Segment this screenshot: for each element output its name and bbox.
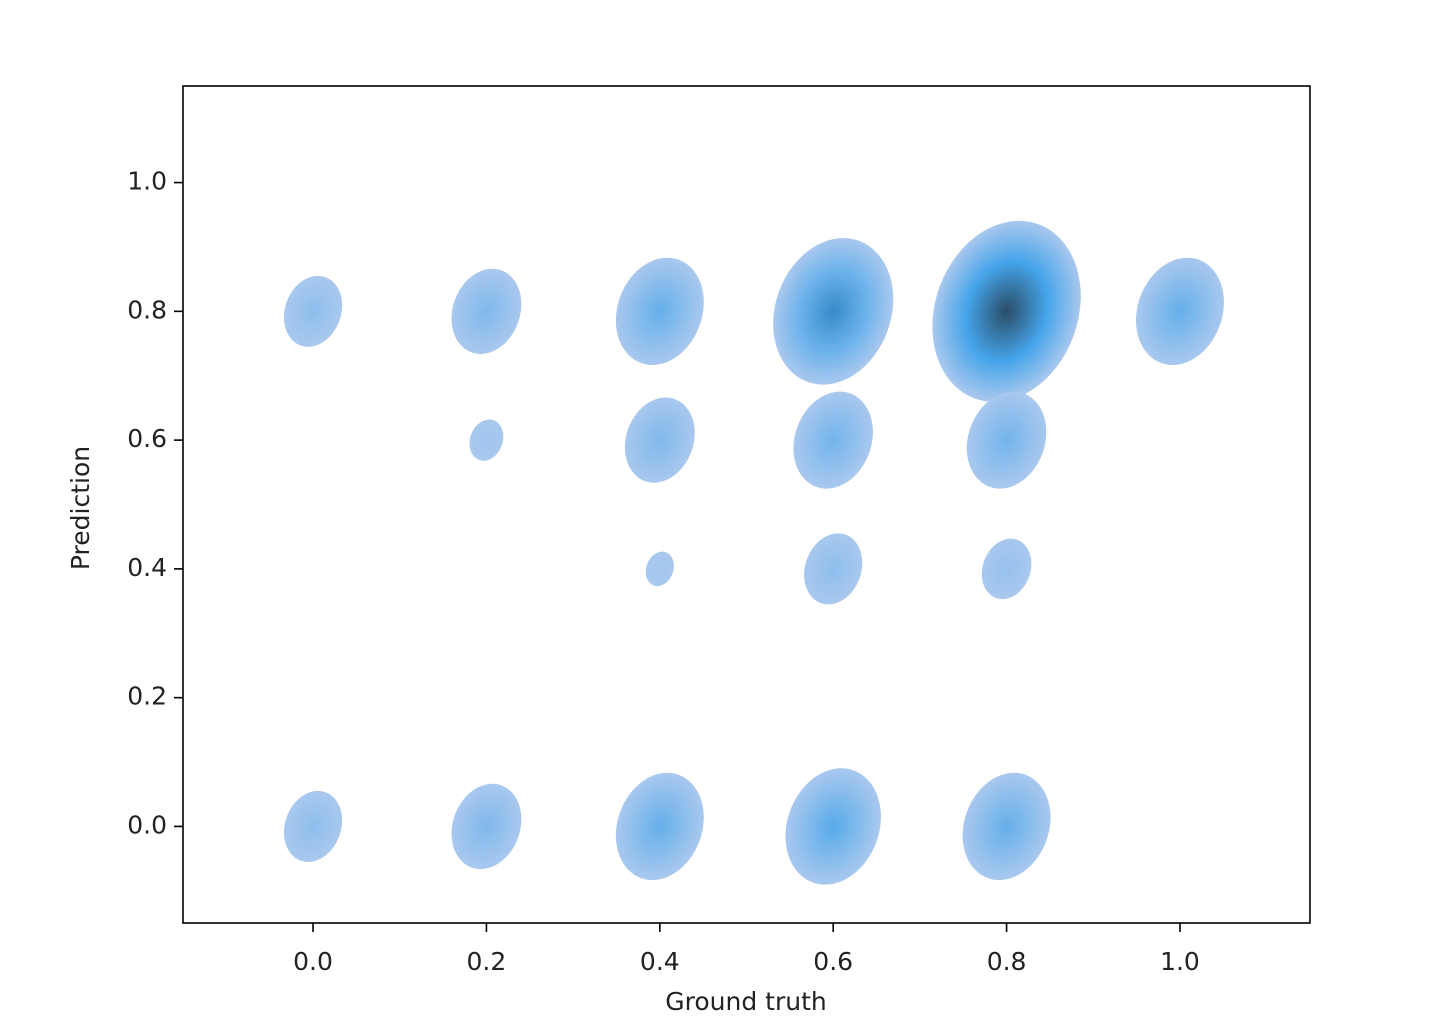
density-blob bbox=[615, 772, 704, 881]
density-blob bbox=[932, 220, 1081, 402]
density-blob bbox=[962, 772, 1051, 881]
y-tick-label: 0.4 bbox=[127, 553, 167, 582]
y-tick-label: 0.0 bbox=[127, 810, 167, 839]
density-blob bbox=[785, 768, 881, 885]
y-tick-label: 0.2 bbox=[127, 682, 167, 711]
density-blob bbox=[966, 391, 1047, 489]
density-blob bbox=[981, 538, 1032, 600]
x-tick-label: 0.4 bbox=[640, 947, 680, 976]
density-blob bbox=[624, 397, 695, 483]
density-blob bbox=[283, 275, 343, 347]
x-tick-label: 0.8 bbox=[987, 947, 1027, 976]
y-axis-label: Prediction bbox=[66, 446, 95, 570]
density-blob bbox=[451, 783, 522, 870]
y-tick-label: 0.8 bbox=[127, 295, 167, 324]
density-blob bbox=[773, 238, 894, 385]
x-tick-label: 1.0 bbox=[1160, 947, 1200, 976]
density-blob bbox=[283, 790, 343, 862]
density-blob bbox=[645, 551, 674, 587]
x-tick-label: 0.6 bbox=[813, 947, 853, 976]
y-tick-label: 0.6 bbox=[127, 424, 167, 453]
density-layer bbox=[283, 220, 1224, 885]
y-tick-label: 1.0 bbox=[127, 167, 167, 196]
plot-frame bbox=[182, 85, 1311, 924]
density-blob bbox=[469, 419, 504, 461]
density-blob bbox=[1135, 257, 1224, 365]
density-blob bbox=[615, 257, 704, 365]
x-axis-label: Ground truth bbox=[665, 987, 826, 1016]
density-blob bbox=[451, 268, 522, 354]
density-blob bbox=[804, 533, 863, 605]
x-tick-label: 0.0 bbox=[293, 947, 333, 976]
x-tick-label: 0.2 bbox=[467, 947, 507, 976]
density-blob bbox=[793, 391, 873, 489]
